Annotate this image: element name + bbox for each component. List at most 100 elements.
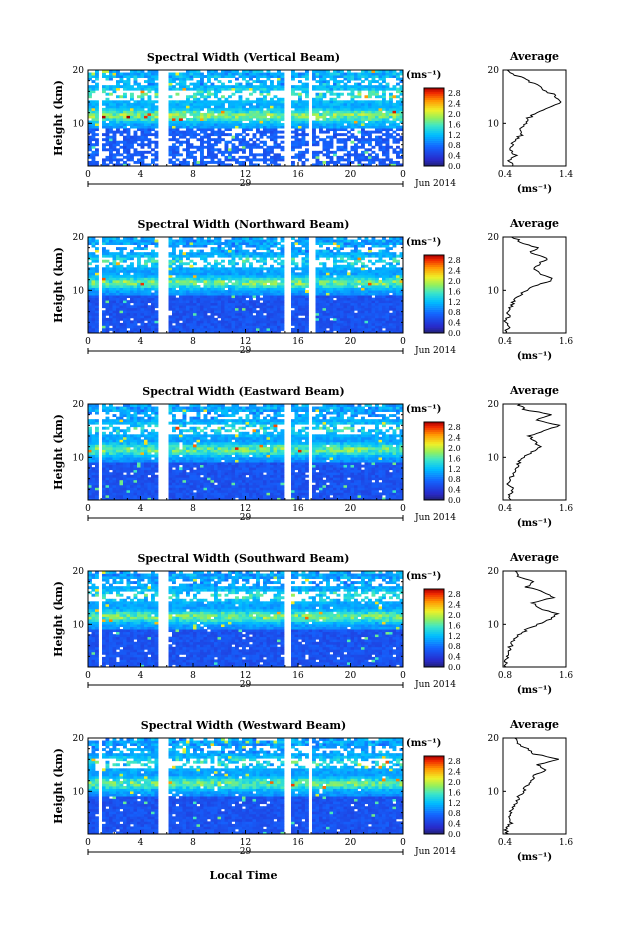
heatmap-cell — [364, 264, 369, 268]
heatmap-cell — [259, 133, 264, 137]
heatmap-cell — [340, 287, 344, 291]
heatmap-cell — [382, 70, 386, 73]
heatmap-cell — [350, 315, 355, 319]
heatmap-cell — [144, 128, 148, 132]
heatmap-cell — [322, 325, 327, 329]
heatmap-cell — [368, 70, 372, 73]
heatmap-cell — [168, 327, 173, 331]
heatmap-cell — [144, 259, 148, 263]
heatmap-cell — [238, 247, 243, 251]
heatmap-cell — [137, 100, 141, 104]
heatmap-cell — [217, 123, 222, 126]
heatmap-cell — [340, 140, 344, 144]
heatmap-cell — [245, 317, 250, 321]
heatmap-cell — [168, 128, 173, 132]
heatmap-cell — [151, 295, 155, 299]
heatmap-cell — [273, 312, 278, 316]
heatmap-cell — [266, 247, 271, 251]
heatmap-cell — [91, 90, 96, 94]
heatmap-cell — [396, 150, 400, 154]
heatmap-cell — [228, 153, 232, 157]
heatmap-cell — [186, 100, 190, 104]
heatmap-cell — [361, 128, 365, 132]
heatmap-cell — [186, 128, 190, 132]
heatmap-cell — [193, 87, 197, 91]
heatmap-cell — [252, 307, 257, 311]
heatmap-cell — [371, 92, 376, 96]
heatmap-cell — [210, 239, 215, 243]
heatmap-cell — [105, 123, 110, 126]
heatmap-cell — [382, 123, 386, 126]
heatmap-cell — [102, 110, 106, 114]
heatmap-cell — [322, 125, 327, 129]
heatmap-cell — [189, 242, 194, 245]
heatmap-cell — [368, 252, 372, 256]
heatmap-cell — [144, 105, 148, 109]
heatmap-cell — [126, 242, 131, 245]
heatmap-cell — [249, 297, 253, 301]
heatmap-cell — [214, 72, 218, 76]
heatmap-cell — [315, 125, 320, 129]
heatmap-cell — [91, 269, 96, 273]
heatmap-cell — [193, 102, 197, 106]
heatmap-cell — [179, 325, 183, 329]
heatmap-cell — [305, 237, 309, 240]
heatmap-cell — [105, 290, 110, 293]
heatmap-cell — [245, 82, 250, 86]
heatmap-cell — [105, 140, 110, 144]
heatmap-cell — [228, 125, 232, 129]
heatmap-cell — [266, 315, 271, 319]
heatmap-cell — [357, 257, 362, 261]
heatmap-cell — [249, 307, 253, 311]
heatmap-cell — [95, 317, 99, 321]
heatmap-cell — [119, 325, 124, 329]
heatmap-cell — [361, 163, 365, 167]
heatmap-cell — [235, 285, 239, 288]
colorbar-swatch — [424, 150, 444, 153]
heatmap-cell — [378, 290, 383, 293]
heatmap-cell — [88, 237, 92, 240]
heatmap-cell — [291, 252, 295, 256]
heatmap-cell — [357, 138, 362, 142]
heatmap-cell — [354, 82, 358, 86]
heatmap-cell — [238, 274, 243, 278]
heatmap-cell — [319, 239, 323, 243]
heatmap-cell — [357, 75, 362, 78]
heatmap-cell — [350, 77, 355, 81]
heatmap-cell — [371, 87, 376, 91]
heatmap-cell — [168, 242, 173, 245]
heatmap-cell — [305, 330, 309, 334]
heatmap-cell — [214, 302, 218, 306]
heatmap-cell — [273, 107, 278, 111]
heatmap-cell — [326, 325, 330, 329]
heatmap-cell — [375, 107, 379, 111]
heatmap-cell — [301, 300, 306, 304]
heatmap-cell — [235, 325, 239, 329]
heatmap-cell — [364, 254, 369, 258]
heatmap-cell — [88, 262, 92, 266]
heatmap-cell — [364, 112, 369, 116]
heatmap-cell — [249, 295, 253, 299]
heatmap-cell — [315, 285, 320, 288]
heatmap-cell — [298, 112, 302, 116]
heatmap-cell — [273, 125, 278, 129]
heatmap-cell — [88, 155, 92, 159]
heatmap-cell — [256, 100, 260, 104]
heatmap-cell — [168, 325, 173, 329]
heatmap-cell — [123, 292, 127, 296]
heatmap-cell — [116, 112, 120, 116]
heatmap-cell — [130, 135, 134, 139]
heatmap-cell — [88, 105, 92, 109]
heatmap-cell — [399, 110, 404, 114]
colorbar-swatch — [424, 138, 444, 141]
heatmap-cell — [340, 297, 344, 301]
heatmap-cell — [231, 295, 236, 299]
heatmap-cell — [186, 125, 190, 129]
heatmap-cell — [270, 105, 274, 109]
heatmap-cell — [217, 307, 222, 311]
heatmap-cell — [140, 254, 145, 258]
heatmap-cell — [91, 272, 96, 276]
heatmap-cell — [151, 279, 155, 283]
heatmap-cell — [305, 277, 309, 281]
heatmap-cell — [140, 237, 145, 240]
